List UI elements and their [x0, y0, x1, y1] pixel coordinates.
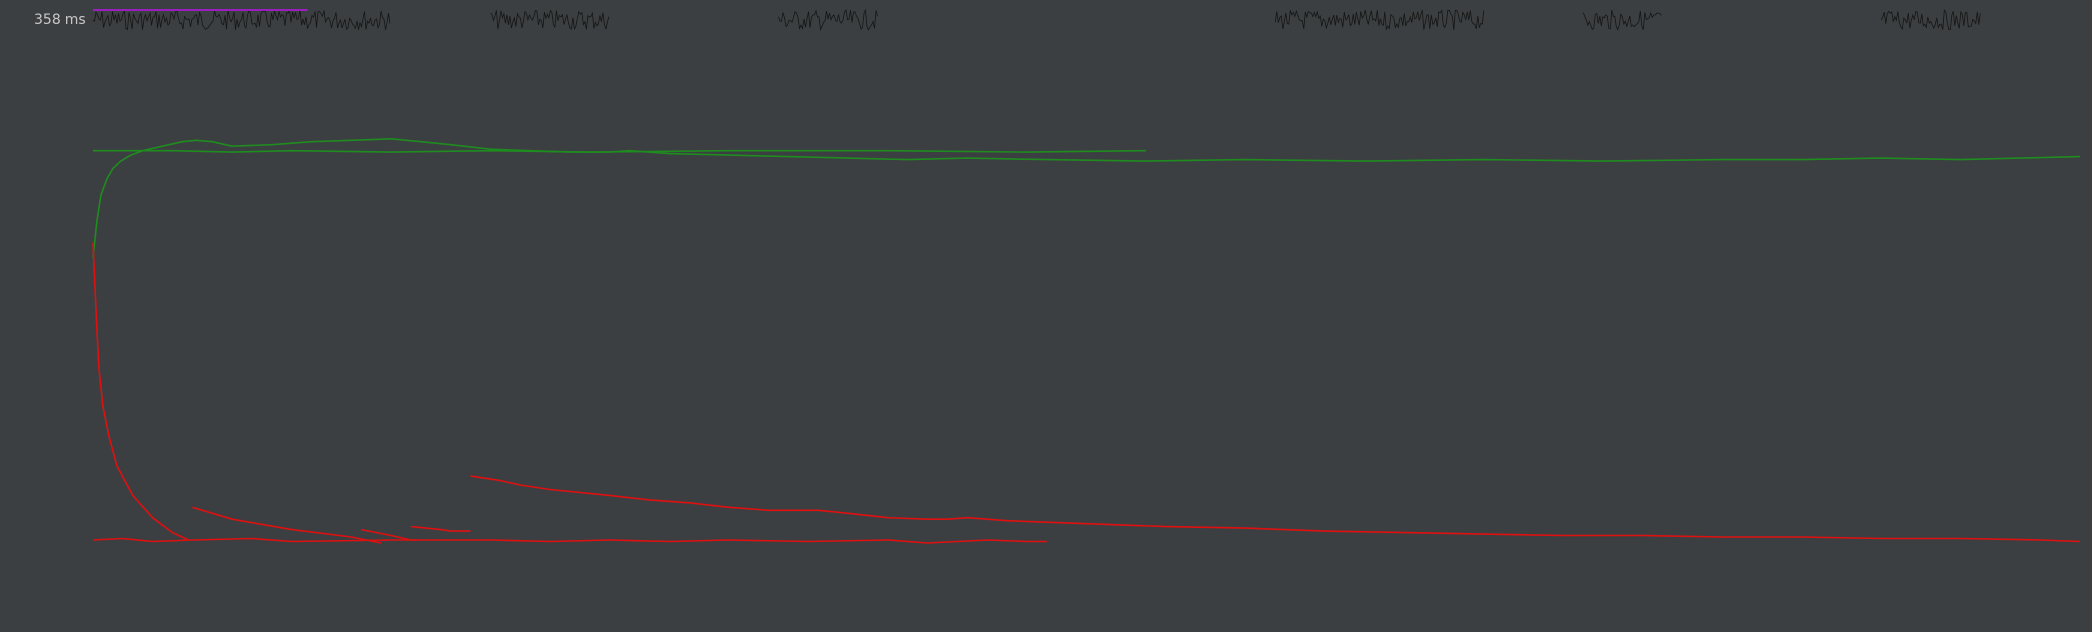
y-axis-max-label: 358 ms: [34, 12, 86, 28]
series-line-4: [192, 506, 382, 544]
series-line-1: [92, 138, 2081, 258]
y-axis-max-value: 358: [34, 12, 61, 28]
noise-cluster-5: [1880, 9, 1981, 31]
series-line-5: [361, 528, 417, 541]
noise-cluster-2: [778, 8, 878, 31]
series-line-0: [93, 149, 1147, 153]
series-line-6: [410, 525, 471, 532]
noise-cluster-0: [92, 8, 391, 31]
dense-sample-noise: [92, 8, 1981, 31]
noise-cluster-3: [1274, 9, 1485, 31]
series-line-7: [470, 475, 2081, 543]
series-line-2: [92, 537, 1047, 544]
series-line-3: [92, 242, 189, 541]
noise-cluster-1: [490, 9, 610, 31]
noise-cluster-4: [1582, 9, 1662, 31]
y-axis-unit: ms: [64, 12, 86, 28]
